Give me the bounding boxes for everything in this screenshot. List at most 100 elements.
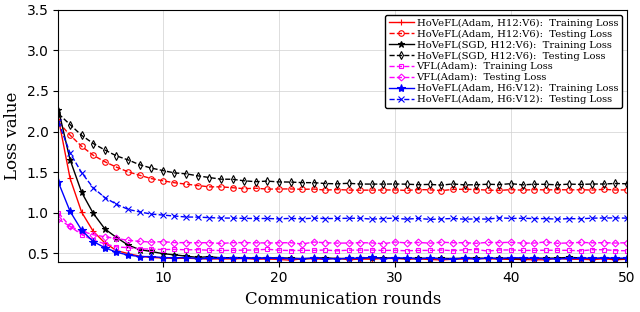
HoVeFL(Adam, H6:V12):  Testing Loss: (41, 0.933): Testing Loss: (41, 0.933) xyxy=(519,217,527,220)
HoVeFL(Adam, H12:V6):  Testing Loss: (33, 1.28): Testing Loss: (33, 1.28) xyxy=(426,188,434,192)
HoVeFL(Adam, H12:V6):  Training Loss: (46, 0.428): Training Loss: (46, 0.428) xyxy=(577,257,584,261)
HoVeFL(SGD, H12:V6):  Testing Loss: (22, 1.37): Testing Loss: (22, 1.37) xyxy=(298,181,306,184)
HoVeFL(Adam, H6:V12):  Testing Loss: (19, 0.93): Testing Loss: (19, 0.93) xyxy=(264,217,271,220)
VFL(Adam):  Training Loss: (10, 0.548): Training Loss: (10, 0.548) xyxy=(159,248,167,251)
VFL(Adam):  Testing Loss: (49, 0.628): Testing Loss: (49, 0.628) xyxy=(612,241,620,245)
HoVeFL(Adam, H6:V12):  Training Loss: (18, 0.439): Training Loss: (18, 0.439) xyxy=(252,256,260,260)
VFL(Adam):  Testing Loss: (33, 0.627): Testing Loss: (33, 0.627) xyxy=(426,241,434,245)
VFL(Adam):  Training Loss: (17, 0.54): Training Loss: (17, 0.54) xyxy=(240,248,248,252)
VFL(Adam):  Training Loss: (45, 0.538): Training Loss: (45, 0.538) xyxy=(565,248,573,252)
VFL(Adam):  Testing Loss: (44, 0.625): Testing Loss: (44, 0.625) xyxy=(554,241,561,245)
VFL(Adam):  Training Loss: (14, 0.539): Training Loss: (14, 0.539) xyxy=(205,248,213,252)
VFL(Adam):  Training Loss: (27, 0.541): Training Loss: (27, 0.541) xyxy=(356,248,364,252)
HoVeFL(SGD, H12:V6):  Testing Loss: (17, 1.39): Testing Loss: (17, 1.39) xyxy=(240,179,248,183)
HoVeFL(Adam, H6:V12):  Training Loss: (39, 0.437): Training Loss: (39, 0.437) xyxy=(495,257,503,261)
HoVeFL(SGD, H12:V6):  Testing Loss: (18, 1.38): Testing Loss: (18, 1.38) xyxy=(252,180,260,183)
HoVeFL(SGD, H12:V6):  Training Loss: (39, 0.442): Training Loss: (39, 0.442) xyxy=(495,256,503,260)
HoVeFL(Adam, H12:V6):  Testing Loss: (39, 1.27): Testing Loss: (39, 1.27) xyxy=(495,188,503,192)
VFL(Adam):  Training Loss: (40, 0.543): Training Loss: (40, 0.543) xyxy=(507,248,515,252)
HoVeFL(Adam, H6:V12):  Training Loss: (40, 0.448): Training Loss: (40, 0.448) xyxy=(507,256,515,260)
VFL(Adam):  Testing Loss: (6, 0.684): Testing Loss: (6, 0.684) xyxy=(113,236,120,240)
HoVeFL(Adam, H6:V12):  Testing Loss: (29, 0.929): Testing Loss: (29, 0.929) xyxy=(380,217,387,221)
HoVeFL(SGD, H12:V6):  Training Loss: (34, 0.44): Training Loss: (34, 0.44) xyxy=(438,256,445,260)
HoVeFL(SGD, H12:V6):  Testing Loss: (32, 1.35): Testing Loss: (32, 1.35) xyxy=(414,183,422,187)
HoVeFL(Adam, H12:V6):  Testing Loss: (34, 1.27): Testing Loss: (34, 1.27) xyxy=(438,189,445,193)
HoVeFL(Adam, H12:V6):  Testing Loss: (47, 1.28): Testing Loss: (47, 1.28) xyxy=(588,188,596,192)
HoVeFL(SGD, H12:V6):  Training Loss: (50, 0.438): Training Loss: (50, 0.438) xyxy=(623,257,631,261)
HoVeFL(Adam, H12:V6):  Training Loss: (16, 0.432): Training Loss: (16, 0.432) xyxy=(228,257,236,261)
HoVeFL(Adam, H6:V12):  Training Loss: (33, 0.444): Training Loss: (33, 0.444) xyxy=(426,256,434,260)
VFL(Adam):  Testing Loss: (35, 0.631): Testing Loss: (35, 0.631) xyxy=(449,241,457,245)
HoVeFL(Adam, H6:V12):  Training Loss: (2, 1.02): Training Loss: (2, 1.02) xyxy=(66,209,74,213)
HoVeFL(Adam, H12:V6):  Testing Loss: (9, 1.42): Testing Loss: (9, 1.42) xyxy=(147,177,155,180)
HoVeFL(Adam, H12:V6):  Testing Loss: (4, 1.71): Testing Loss: (4, 1.71) xyxy=(90,154,97,157)
HoVeFL(Adam, H12:V6):  Testing Loss: (23, 1.29): Testing Loss: (23, 1.29) xyxy=(310,187,317,191)
HoVeFL(SGD, H12:V6):  Training Loss: (30, 0.442): Training Loss: (30, 0.442) xyxy=(391,256,399,260)
VFL(Adam):  Training Loss: (2, 0.832): Training Loss: (2, 0.832) xyxy=(66,225,74,228)
HoVeFL(Adam, H6:V12):  Training Loss: (34, 0.434): Training Loss: (34, 0.434) xyxy=(438,257,445,261)
HoVeFL(Adam, H6:V12):  Training Loss: (27, 0.439): Training Loss: (27, 0.439) xyxy=(356,256,364,260)
HoVeFL(SGD, H12:V6):  Testing Loss: (14, 1.43): Testing Loss: (14, 1.43) xyxy=(205,176,213,179)
HoVeFL(Adam, H6:V12):  Training Loss: (50, 0.442): Training Loss: (50, 0.442) xyxy=(623,256,631,260)
HoVeFL(SGD, H12:V6):  Testing Loss: (45, 1.35): Testing Loss: (45, 1.35) xyxy=(565,182,573,186)
VFL(Adam):  Testing Loss: (30, 0.64): Testing Loss: (30, 0.64) xyxy=(391,240,399,244)
VFL(Adam):  Training Loss: (50, 0.533): Training Loss: (50, 0.533) xyxy=(623,249,631,253)
HoVeFL(Adam, H6:V12):  Training Loss: (31, 0.444): Training Loss: (31, 0.444) xyxy=(403,256,410,260)
HoVeFL(SGD, H12:V6):  Testing Loss: (11, 1.49): Testing Loss: (11, 1.49) xyxy=(171,171,179,175)
HoVeFL(SGD, H12:V6):  Testing Loss: (12, 1.48): Testing Loss: (12, 1.48) xyxy=(182,172,190,176)
VFL(Adam):  Testing Loss: (32, 0.635): Testing Loss: (32, 0.635) xyxy=(414,241,422,244)
HoVeFL(Adam, H6:V12):  Training Loss: (3, 0.785): Training Loss: (3, 0.785) xyxy=(78,228,86,232)
HoVeFL(Adam, H12:V6):  Testing Loss: (42, 1.29): Testing Loss: (42, 1.29) xyxy=(531,188,538,192)
HoVeFL(Adam, H6:V12):  Testing Loss: (28, 0.922): Testing Loss: (28, 0.922) xyxy=(368,217,376,221)
HoVeFL(Adam, H12:V6):  Training Loss: (43, 0.421): Training Loss: (43, 0.421) xyxy=(542,258,550,262)
HoVeFL(Adam, H6:V12):  Testing Loss: (12, 0.948): Testing Loss: (12, 0.948) xyxy=(182,215,190,219)
VFL(Adam):  Testing Loss: (17, 0.634): Testing Loss: (17, 0.634) xyxy=(240,241,248,244)
HoVeFL(SGD, H12:V6):  Training Loss: (43, 0.441): Training Loss: (43, 0.441) xyxy=(542,256,550,260)
HoVeFL(Adam, H6:V12):  Training Loss: (4, 0.646): Training Loss: (4, 0.646) xyxy=(90,240,97,243)
HoVeFL(Adam, H6:V12):  Testing Loss: (7, 1.04): Testing Loss: (7, 1.04) xyxy=(124,207,132,211)
HoVeFL(Adam, H12:V6):  Training Loss: (6, 0.535): Training Loss: (6, 0.535) xyxy=(113,249,120,252)
HoVeFL(SGD, H12:V6):  Testing Loss: (21, 1.38): Testing Loss: (21, 1.38) xyxy=(287,180,294,184)
HoVeFL(SGD, H12:V6):  Testing Loss: (16, 1.41): Testing Loss: (16, 1.41) xyxy=(228,178,236,181)
VFL(Adam):  Testing Loss: (11, 0.633): Testing Loss: (11, 0.633) xyxy=(171,241,179,245)
HoVeFL(Adam, H12:V6):  Testing Loss: (6, 1.56): Testing Loss: (6, 1.56) xyxy=(113,165,120,169)
HoVeFL(Adam, H12:V6):  Training Loss: (5, 0.63): Training Loss: (5, 0.63) xyxy=(101,241,109,245)
HoVeFL(Adam, H12:V6):  Testing Loss: (25, 1.29): Testing Loss: (25, 1.29) xyxy=(333,188,341,192)
VFL(Adam):  Training Loss: (8, 0.556): Training Loss: (8, 0.556) xyxy=(136,247,143,251)
HoVeFL(Adam, H6:V12):  Training Loss: (12, 0.449): Training Loss: (12, 0.449) xyxy=(182,256,190,259)
HoVeFL(SGD, H12:V6):  Training Loss: (12, 0.467): Training Loss: (12, 0.467) xyxy=(182,254,190,258)
HoVeFL(SGD, H12:V6):  Testing Loss: (35, 1.36): Testing Loss: (35, 1.36) xyxy=(449,182,457,186)
HoVeFL(Adam, H6:V12):  Testing Loss: (5, 1.19): Testing Loss: (5, 1.19) xyxy=(101,196,109,199)
HoVeFL(Adam, H6:V12):  Testing Loss: (20, 0.925): Testing Loss: (20, 0.925) xyxy=(275,217,283,221)
HoVeFL(Adam, H12:V6):  Testing Loss: (8, 1.46): Testing Loss: (8, 1.46) xyxy=(136,173,143,177)
VFL(Adam):  Testing Loss: (14, 0.633): Testing Loss: (14, 0.633) xyxy=(205,241,213,245)
HoVeFL(Adam, H12:V6):  Training Loss: (40, 0.428): Training Loss: (40, 0.428) xyxy=(507,257,515,261)
VFL(Adam):  Training Loss: (12, 0.545): Training Loss: (12, 0.545) xyxy=(182,248,190,252)
HoVeFL(Adam, H12:V6):  Training Loss: (18, 0.429): Training Loss: (18, 0.429) xyxy=(252,257,260,261)
VFL(Adam):  Training Loss: (5, 0.619): Training Loss: (5, 0.619) xyxy=(101,242,109,246)
HoVeFL(SGD, H12:V6):  Testing Loss: (48, 1.35): Testing Loss: (48, 1.35) xyxy=(600,182,608,186)
HoVeFL(Adam, H12:V6):  Testing Loss: (14, 1.32): Testing Loss: (14, 1.32) xyxy=(205,185,213,189)
HoVeFL(SGD, H12:V6):  Testing Loss: (47, 1.35): Testing Loss: (47, 1.35) xyxy=(588,182,596,186)
VFL(Adam):  Testing Loss: (15, 0.622): Testing Loss: (15, 0.622) xyxy=(217,241,225,245)
HoVeFL(SGD, H12:V6):  Training Loss: (16, 0.449): Training Loss: (16, 0.449) xyxy=(228,256,236,260)
Line: VFL(Adam):  Testing Loss: VFL(Adam): Testing Loss xyxy=(56,217,630,246)
HoVeFL(Adam, H12:V6):  Testing Loss: (17, 1.3): Testing Loss: (17, 1.3) xyxy=(240,187,248,191)
VFL(Adam):  Training Loss: (43, 0.539): Training Loss: (43, 0.539) xyxy=(542,248,550,252)
HoVeFL(Adam, H6:V12):  Testing Loss: (15, 0.936): Testing Loss: (15, 0.936) xyxy=(217,216,225,220)
HoVeFL(SGD, H12:V6):  Testing Loss: (1, 2.22): Testing Loss: (1, 2.22) xyxy=(54,112,62,115)
HoVeFL(Adam, H6:V12):  Testing Loss: (6, 1.11): Testing Loss: (6, 1.11) xyxy=(113,202,120,206)
HoVeFL(Adam, H12:V6):  Testing Loss: (18, 1.3): Testing Loss: (18, 1.3) xyxy=(252,186,260,190)
HoVeFL(Adam, H12:V6):  Testing Loss: (10, 1.39): Testing Loss: (10, 1.39) xyxy=(159,179,167,183)
VFL(Adam):  Training Loss: (36, 0.544): Training Loss: (36, 0.544) xyxy=(461,248,468,252)
HoVeFL(SGD, H12:V6):  Training Loss: (32, 0.443): Training Loss: (32, 0.443) xyxy=(414,256,422,260)
HoVeFL(Adam, H6:V12):  Testing Loss: (25, 0.93): Testing Loss: (25, 0.93) xyxy=(333,217,341,220)
HoVeFL(Adam, H12:V6):  Training Loss: (32, 0.432): Training Loss: (32, 0.432) xyxy=(414,257,422,261)
VFL(Adam):  Testing Loss: (25, 0.627): Testing Loss: (25, 0.627) xyxy=(333,241,341,245)
HoVeFL(Adam, H6:V12):  Testing Loss: (26, 0.933): Testing Loss: (26, 0.933) xyxy=(345,217,353,220)
VFL(Adam):  Testing Loss: (7, 0.662): Testing Loss: (7, 0.662) xyxy=(124,238,132,242)
VFL(Adam):  Training Loss: (49, 0.536): Training Loss: (49, 0.536) xyxy=(612,249,620,252)
HoVeFL(SGD, H12:V6):  Testing Loss: (34, 1.34): Testing Loss: (34, 1.34) xyxy=(438,183,445,187)
HoVeFL(Adam, H6:V12):  Training Loss: (29, 0.436): Training Loss: (29, 0.436) xyxy=(380,257,387,261)
VFL(Adam):  Testing Loss: (48, 0.633): Testing Loss: (48, 0.633) xyxy=(600,241,608,245)
